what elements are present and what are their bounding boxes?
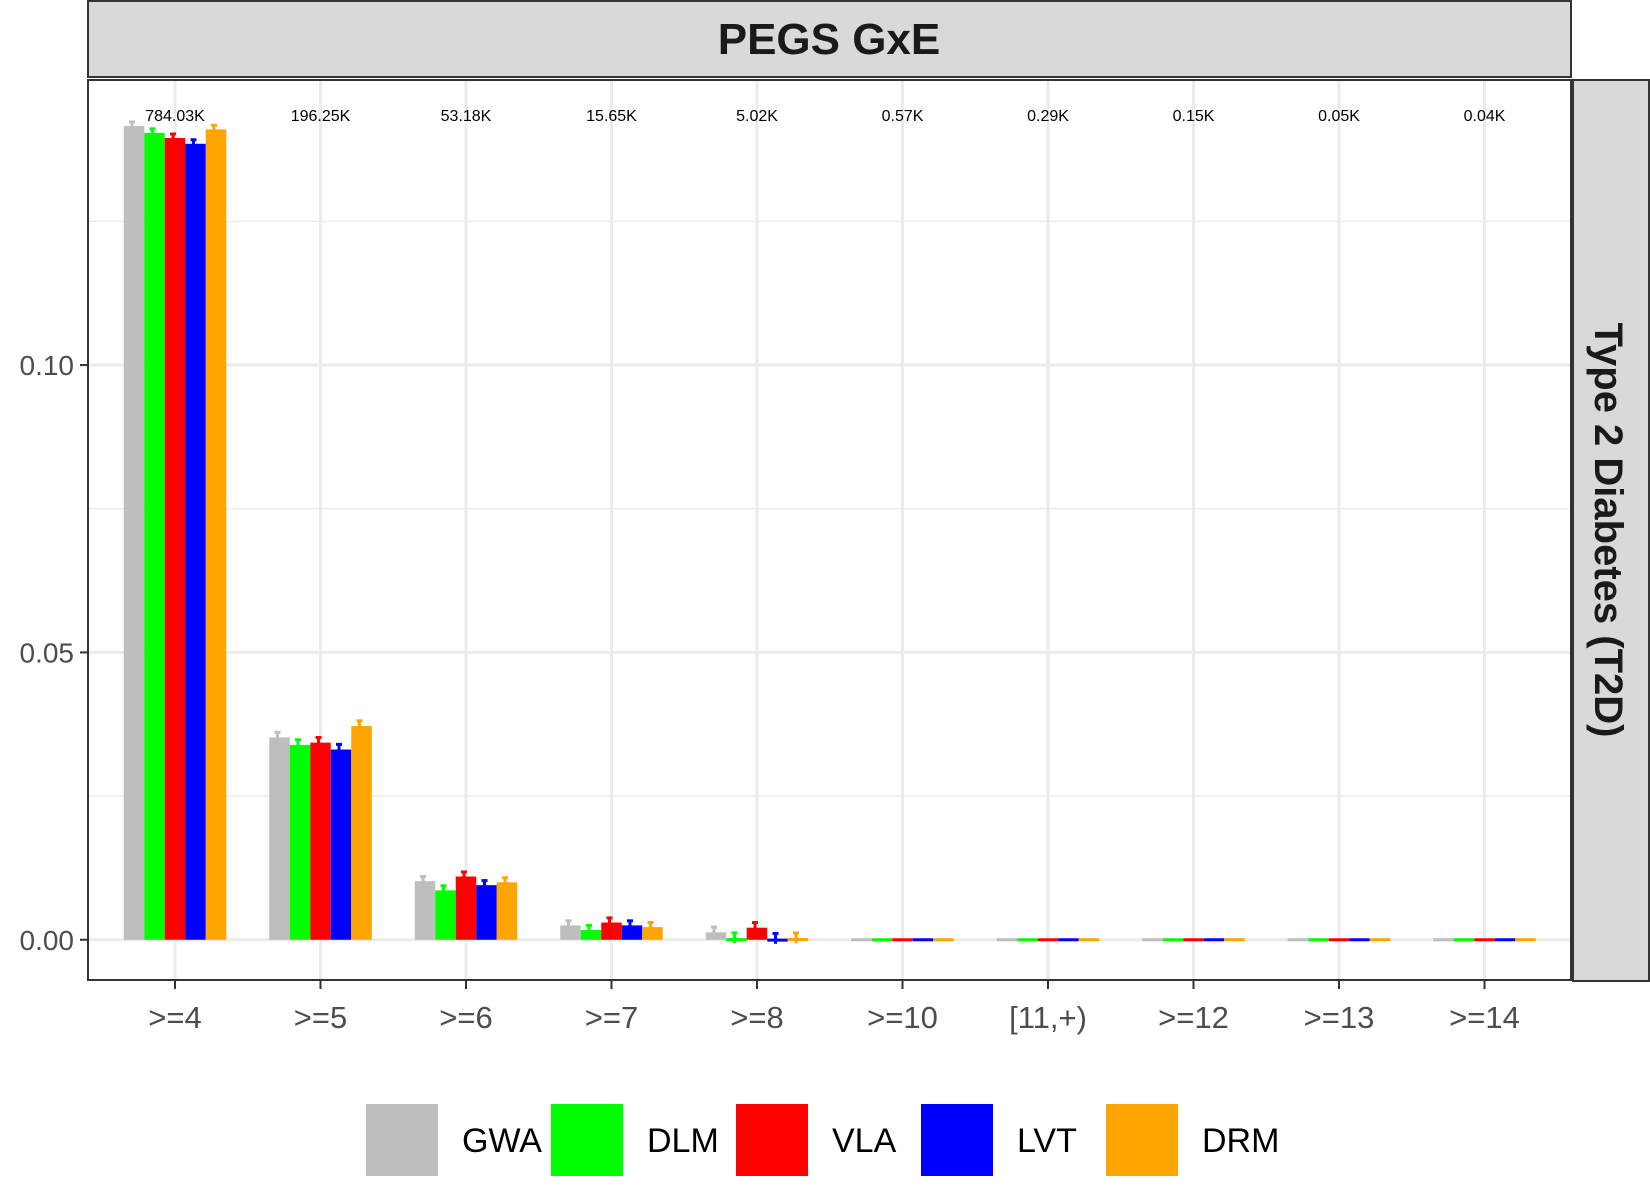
count-label: 5.02K — [736, 108, 778, 125]
bars — [123, 120, 1536, 944]
legend-label-dlm: DLM — [647, 1122, 719, 1160]
bar-drm — [642, 927, 663, 940]
bar-dlm — [144, 132, 165, 940]
x-axis: >=4 >=5 >=6 >=7 >=8 >=10 [11,+) >=12 >=13 >=14 — [148, 980, 1520, 1035]
y-tick-label: 0.05 — [20, 637, 75, 668]
y-tick-label: 0.00 — [20, 925, 75, 956]
bar-gwa — [1287, 938, 1309, 942]
bar-drm — [1369, 938, 1391, 942]
legend-label-vla: VLA — [832, 1122, 897, 1160]
count-label: 0.57K — [882, 108, 924, 125]
bar-gwa — [996, 938, 1018, 942]
bar-dlm — [580, 930, 602, 940]
bar-vla — [746, 927, 768, 940]
bar-lvt — [1494, 938, 1516, 942]
bar-lvt — [767, 938, 788, 942]
count-label: 196.25K — [291, 108, 351, 125]
bar-gwa — [705, 932, 727, 940]
bar-dlm — [1453, 938, 1475, 942]
y-axis: 0.00 0.05 0.10 — [20, 350, 88, 956]
bar-drm — [351, 725, 372, 940]
bar-dlm — [871, 938, 893, 942]
bar-lvt — [185, 143, 206, 940]
x-tick-label: >=8 — [730, 1000, 783, 1035]
bar-dlm — [435, 890, 456, 940]
bar-vla — [1474, 938, 1495, 942]
x-tick-label: >=14 — [1449, 1000, 1520, 1035]
bar-gwa — [414, 881, 436, 940]
bar-vla — [601, 922, 622, 940]
legend-label-gwa: GWA — [462, 1122, 542, 1160]
facet-strip-right — [1572, 79, 1650, 982]
bar-vla — [455, 876, 477, 940]
facet-title-right: Type 2 Diabetes (T2D) — [1586, 323, 1630, 738]
bar-drm — [205, 129, 227, 940]
bar-lvt — [912, 938, 934, 942]
legend-key-dlm — [551, 1104, 623, 1176]
bar-lvt — [1349, 938, 1370, 942]
bar-dlm — [1017, 938, 1038, 942]
legend-key-vla — [736, 1104, 808, 1176]
legend-key-lvt — [921, 1104, 993, 1176]
plot-panel-border — [87, 79, 1572, 981]
bar-vla — [164, 138, 186, 940]
grid — [88, 80, 1571, 980]
count-label: 15.65K — [586, 108, 637, 125]
bar-lvt — [330, 749, 352, 940]
count-label: 53.18K — [441, 108, 492, 125]
bar-drm — [787, 938, 809, 942]
x-tick-label: >=12 — [1158, 1000, 1229, 1035]
count-label: 0.04K — [1464, 108, 1506, 125]
bar-vla — [1328, 938, 1350, 942]
bar-lvt — [476, 885, 497, 940]
legend-label-drm: DRM — [1202, 1122, 1279, 1160]
bar-dlm — [289, 744, 311, 940]
x-tick-label: >=5 — [294, 1000, 347, 1035]
bar-lvt — [1058, 938, 1079, 942]
bar-drm — [1515, 938, 1536, 942]
legend-key-gwa — [366, 1104, 438, 1176]
x-tick-label: >=6 — [439, 1000, 492, 1035]
x-tick-label: [11,+) — [1009, 1000, 1087, 1035]
bar-lvt — [621, 925, 643, 940]
bar-dlm — [1162, 938, 1184, 942]
bar-gwa — [269, 737, 290, 940]
bar-drm — [933, 938, 954, 942]
bar-vla — [892, 938, 913, 942]
facet-title-top: PEGS GxE — [718, 15, 941, 64]
bar-drm — [1078, 938, 1100, 942]
bar-gwa — [1142, 938, 1163, 942]
bar-vla — [1037, 938, 1059, 942]
legend-key-drm — [1106, 1104, 1178, 1176]
count-label: 0.29K — [1027, 108, 1069, 125]
count-labels: 784.03K 196.25K 53.18K 15.65K 5.02K 0.57K 0.29… — [145, 108, 1506, 125]
bar-gwa — [851, 938, 872, 942]
bar-dlm — [1308, 938, 1329, 942]
x-tick-label: >=7 — [585, 1000, 638, 1035]
bar-drm — [1224, 938, 1245, 942]
count-label: 0.15K — [1173, 108, 1215, 125]
bar-gwa — [560, 925, 581, 940]
facet-strip-top — [87, 0, 1572, 78]
bar-vla — [1183, 938, 1204, 942]
bar-vla — [310, 742, 331, 940]
bar-dlm — [726, 938, 747, 942]
legend: GWA DLM VLA LVT DRM — [366, 1104, 1279, 1176]
bar-gwa — [123, 125, 145, 940]
count-label: 784.03K — [145, 108, 205, 125]
legend-label-lvt: LVT — [1017, 1122, 1077, 1160]
bar-drm — [496, 882, 518, 940]
x-tick-label: >=10 — [867, 1000, 938, 1035]
y-tick-label: 0.10 — [20, 350, 75, 381]
x-tick-label: >=13 — [1304, 1000, 1375, 1035]
x-tick-label: >=4 — [148, 1000, 201, 1035]
bar-gwa — [1433, 938, 1454, 942]
bar-lvt — [1203, 938, 1225, 942]
count-label: 0.05K — [1318, 108, 1360, 125]
